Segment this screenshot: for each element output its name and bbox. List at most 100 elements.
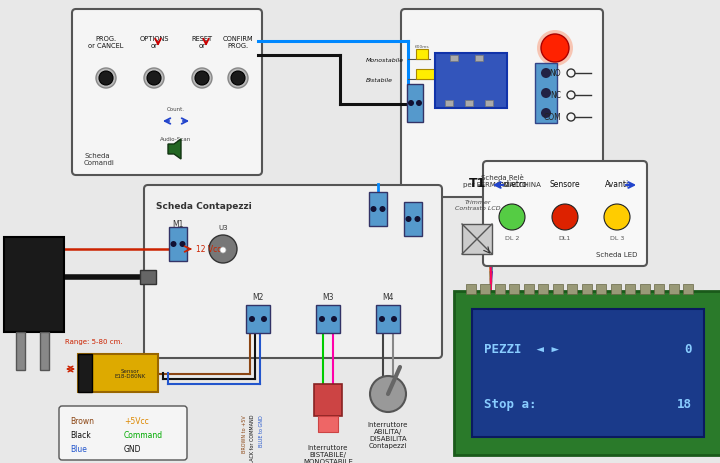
Bar: [654, 284, 665, 294]
Text: BLUE to GND: BLUE to GND: [259, 414, 264, 446]
Text: Bistabile: Bistabile: [366, 77, 393, 82]
Bar: [416, 50, 428, 60]
FancyBboxPatch shape: [72, 10, 262, 175]
Bar: [318, 416, 338, 432]
Text: Black: Black: [70, 431, 91, 439]
Text: Indietro: Indietro: [497, 180, 527, 188]
Bar: [40, 332, 49, 370]
Text: DL 2: DL 2: [505, 236, 519, 240]
Text: M2: M2: [252, 293, 264, 302]
Bar: [404, 202, 422, 237]
Bar: [369, 193, 387, 226]
Text: PEZZI  ◄ ►: PEZZI ◄ ►: [484, 343, 559, 356]
Circle shape: [391, 316, 397, 322]
Bar: [445, 101, 453, 107]
Text: U3: U3: [218, 225, 228, 231]
Bar: [169, 227, 187, 262]
Circle shape: [192, 69, 212, 89]
Text: OPTIONS
or: OPTIONS or: [139, 36, 168, 49]
Text: COM: COM: [544, 113, 561, 122]
Bar: [485, 101, 493, 107]
Bar: [407, 85, 423, 123]
Circle shape: [416, 101, 422, 107]
Bar: [462, 225, 492, 255]
Bar: [435, 54, 507, 109]
Text: Scheda LED: Scheda LED: [595, 251, 637, 257]
Bar: [450, 56, 458, 62]
Text: DL 3: DL 3: [610, 236, 624, 240]
Bar: [480, 284, 490, 294]
Circle shape: [541, 69, 551, 79]
Circle shape: [195, 72, 209, 86]
FancyBboxPatch shape: [144, 186, 442, 358]
Circle shape: [261, 316, 267, 322]
Bar: [140, 270, 156, 284]
Text: Audio-Scan: Audio-Scan: [161, 137, 192, 142]
Text: Sensor
E18-D80NK: Sensor E18-D80NK: [114, 368, 145, 379]
Circle shape: [171, 242, 176, 247]
Bar: [582, 284, 592, 294]
Text: Scheda Relè
per FERMO MACCHINA: Scheda Relè per FERMO MACCHINA: [463, 175, 541, 188]
Text: NO: NO: [549, 69, 561, 78]
Bar: [376, 305, 400, 333]
Text: NC: NC: [550, 91, 561, 100]
Circle shape: [541, 89, 551, 99]
Circle shape: [147, 72, 161, 86]
Text: Command: Command: [124, 431, 163, 439]
Bar: [539, 284, 549, 294]
Circle shape: [408, 101, 414, 107]
Circle shape: [209, 236, 237, 263]
Circle shape: [537, 31, 573, 67]
Text: CONFIRM
PROG.: CONFIRM PROG.: [222, 36, 253, 49]
Text: M3: M3: [323, 293, 334, 302]
Circle shape: [415, 217, 420, 223]
Text: Interruttore
ABILITA/
DISABILITA
Contapezzi: Interruttore ABILITA/ DISABILITA Contape…: [368, 421, 408, 448]
Circle shape: [552, 205, 578, 231]
Bar: [314, 384, 342, 416]
Bar: [466, 284, 476, 294]
Text: M1: M1: [172, 220, 184, 229]
Text: 18: 18: [677, 398, 692, 411]
Text: RESET
or: RESET or: [192, 36, 212, 49]
Text: BLACK for COMMAND: BLACK for COMMAND: [251, 414, 256, 463]
Circle shape: [144, 69, 164, 89]
Circle shape: [231, 72, 245, 86]
Circle shape: [249, 316, 255, 322]
Text: Sensore: Sensore: [549, 180, 580, 188]
Text: Scheda
Comandi: Scheda Comandi: [84, 153, 115, 166]
Text: Monostabile: Monostabile: [366, 57, 404, 63]
FancyBboxPatch shape: [401, 10, 603, 198]
Bar: [472, 309, 704, 437]
Circle shape: [96, 69, 116, 89]
Text: M4: M4: [382, 293, 394, 302]
Circle shape: [371, 206, 377, 213]
Text: Blue: Blue: [70, 444, 87, 454]
Text: 0: 0: [685, 343, 692, 356]
Text: Brown: Brown: [70, 417, 94, 425]
Bar: [669, 284, 679, 294]
Text: Avanti: Avanti: [605, 180, 629, 188]
Circle shape: [331, 316, 337, 322]
Bar: [640, 284, 650, 294]
Text: DL1: DL1: [559, 236, 571, 240]
Text: Trimmer
Contrasto LCD: Trimmer Contrasto LCD: [455, 200, 501, 210]
Bar: [4, 238, 64, 332]
Bar: [78, 354, 158, 392]
Circle shape: [228, 69, 248, 89]
Text: Interruttore
BISTABILE/
MONOSTABILE
(Uscita Relè): Interruttore BISTABILE/ MONOSTABILE (Usc…: [303, 444, 353, 463]
Polygon shape: [168, 140, 181, 160]
Circle shape: [370, 376, 406, 412]
FancyBboxPatch shape: [483, 162, 647, 266]
Circle shape: [541, 35, 569, 63]
Bar: [535, 64, 557, 124]
Bar: [78, 354, 92, 392]
Bar: [316, 305, 340, 333]
Circle shape: [541, 109, 551, 119]
Bar: [495, 284, 505, 294]
Text: BROWN to +5V: BROWN to +5V: [241, 414, 246, 452]
Text: Range: 5-80 cm.: Range: 5-80 cm.: [65, 338, 122, 344]
Bar: [465, 101, 473, 107]
Text: 600ms: 600ms: [415, 45, 429, 49]
FancyBboxPatch shape: [59, 406, 187, 460]
Text: T1: T1: [469, 176, 487, 189]
